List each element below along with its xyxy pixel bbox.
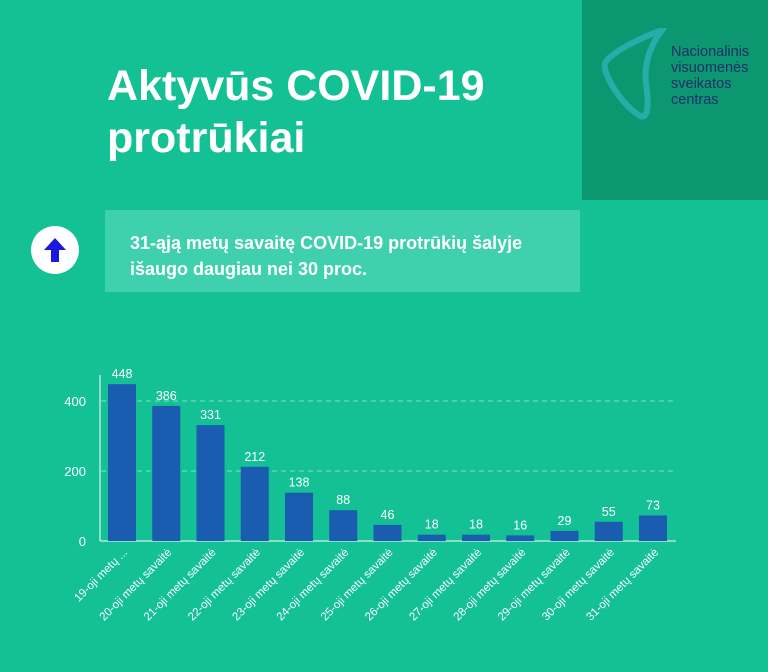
bar xyxy=(417,534,446,541)
data-label: 73 xyxy=(646,498,660,512)
data-label: 212 xyxy=(244,450,265,464)
bar xyxy=(550,530,579,541)
data-label: 29 xyxy=(558,514,572,528)
bar xyxy=(152,405,181,541)
data-label: 88 xyxy=(336,493,350,507)
logo: Nacionalinis visuomenės sveikatos centra… xyxy=(582,0,768,200)
bar xyxy=(462,534,490,541)
data-label: 16 xyxy=(513,518,527,532)
data-label: 46 xyxy=(381,508,395,522)
callout-text: 31-ąją metų savaitę COVID-19 protrūkių š… xyxy=(130,233,523,279)
callout-box: 31-ąją metų savaitę COVID-19 protrūkių š… xyxy=(105,210,580,292)
arrow-up-icon xyxy=(44,238,66,262)
bar xyxy=(196,425,225,541)
bar xyxy=(240,466,269,541)
y-tick-label: 400 xyxy=(64,394,86,409)
logo-text: Nacionalinis visuomenės sveikatos centra… xyxy=(671,44,750,108)
y-tick-label: 200 xyxy=(64,464,86,479)
bar xyxy=(506,535,535,541)
page-title: Aktyvūs COVID-19 protrūkiai xyxy=(107,62,485,162)
logo-mark-icon xyxy=(601,28,668,120)
arrow-up-badge xyxy=(31,226,79,274)
data-label: 138 xyxy=(289,476,310,490)
bar xyxy=(373,524,402,541)
bar xyxy=(639,515,667,541)
bar xyxy=(285,492,313,541)
data-label: 18 xyxy=(425,518,439,532)
data-label: 386 xyxy=(156,389,177,403)
data-label: 18 xyxy=(469,518,483,532)
data-label: 448 xyxy=(112,367,133,381)
data-label: 331 xyxy=(200,408,221,422)
bar xyxy=(329,510,358,541)
data-label: 55 xyxy=(602,505,616,519)
y-tick-label: 0 xyxy=(79,534,86,549)
bar xyxy=(108,384,136,541)
bar xyxy=(594,521,623,541)
